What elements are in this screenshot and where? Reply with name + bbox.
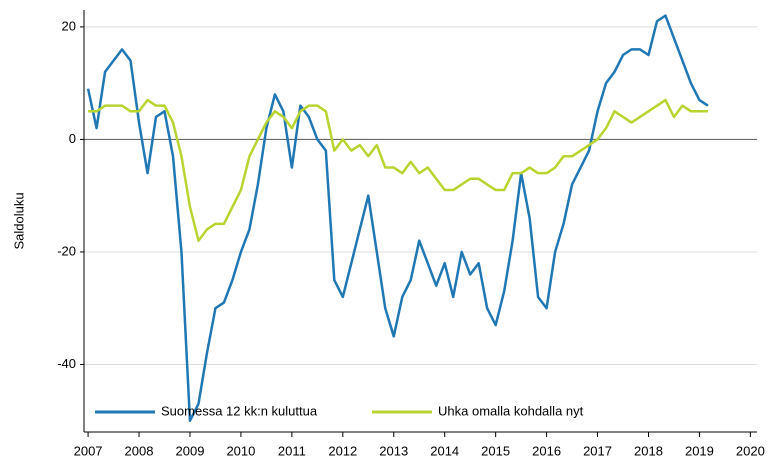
- x-tick-label: 2008: [125, 443, 154, 458]
- x-tick-label: 2012: [328, 443, 357, 458]
- x-tick-label: 2013: [379, 443, 408, 458]
- x-tick-label: 2019: [685, 443, 714, 458]
- y-tick-label: -40: [57, 356, 76, 371]
- x-tick-label: 2018: [634, 443, 663, 458]
- y-axis-label: Saldoluku: [11, 192, 26, 249]
- x-tick-label: 2014: [430, 443, 459, 458]
- x-tick-label: 2020: [736, 443, 765, 458]
- series-line: [88, 98, 708, 242]
- x-tick-label: 2011: [278, 443, 306, 458]
- y-tick-label: 0: [69, 131, 76, 146]
- series-line: [86, 14, 709, 422]
- legend-label: Suomessa 12 kk:n kuluttua: [161, 403, 318, 418]
- x-tick-label: 2016: [532, 443, 561, 458]
- y-tick-label: -20: [57, 243, 76, 258]
- x-tick-label: 2009: [176, 443, 205, 458]
- y-tick-label: 20: [62, 18, 76, 33]
- x-tick-label: 2010: [226, 443, 255, 458]
- x-tick-label: 2017: [583, 443, 612, 458]
- legend-label: Uhka omalla kohdalla nyt: [438, 403, 584, 418]
- x-tick-label: 2007: [74, 443, 103, 458]
- x-tick-label: 2015: [481, 443, 510, 458]
